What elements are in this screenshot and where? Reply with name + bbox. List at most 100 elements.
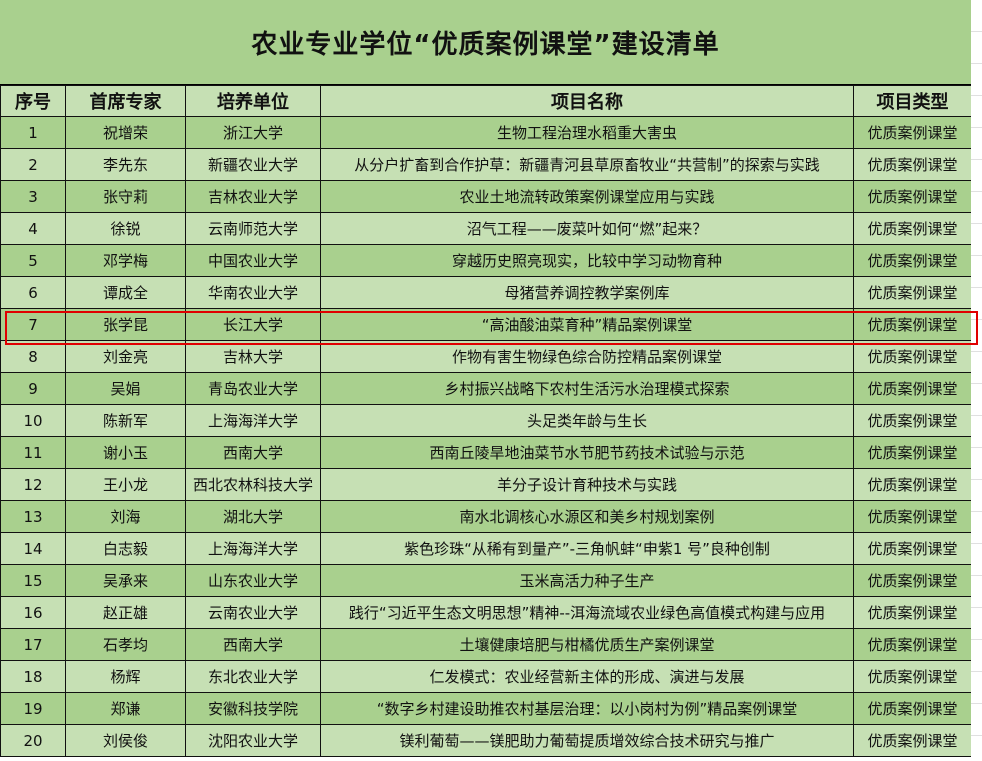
cell-project[interactable]: 乡村振兴战略下农村生活污水治理模式探索 xyxy=(320,372,854,405)
cell-project[interactable]: 作物有害生物绿色综合防控精品案例课堂 xyxy=(320,340,854,373)
cell-project[interactable]: 玉米高活力种子生产 xyxy=(320,564,854,597)
cell-index[interactable]: 17 xyxy=(0,628,66,661)
cell-type[interactable]: 优质案例课堂 xyxy=(853,244,972,277)
cell-index[interactable]: 15 xyxy=(0,564,66,597)
cell-index[interactable]: 5 xyxy=(0,244,66,277)
cell-index[interactable]: 7 xyxy=(0,308,66,341)
cell-type[interactable]: 优质案例课堂 xyxy=(853,500,972,533)
cell-type[interactable]: 优质案例课堂 xyxy=(853,692,972,725)
cell-type[interactable]: 优质案例课堂 xyxy=(853,372,972,405)
cell-expert[interactable]: 吴承来 xyxy=(65,564,186,597)
cell-index[interactable]: 19 xyxy=(0,692,66,725)
cell-expert[interactable]: 刘金亮 xyxy=(65,340,186,373)
cell-expert[interactable]: 祝增荣 xyxy=(65,116,186,149)
cell-unit[interactable]: 安徽科技学院 xyxy=(185,692,321,725)
cell-expert[interactable]: 王小龙 xyxy=(65,468,186,501)
cell-index[interactable]: 9 xyxy=(0,372,66,405)
cell-type[interactable]: 优质案例课堂 xyxy=(853,724,972,757)
cell-type[interactable]: 优质案例课堂 xyxy=(853,212,972,245)
cell-type[interactable]: 优质案例课堂 xyxy=(853,596,972,629)
cell-unit[interactable]: 沈阳农业大学 xyxy=(185,724,321,757)
header-index[interactable]: 序号 xyxy=(0,85,66,117)
cell-unit[interactable]: 吉林农业大学 xyxy=(185,180,321,213)
cell-index[interactable]: 18 xyxy=(0,660,66,693)
cell-unit[interactable]: 长江大学 xyxy=(185,308,321,341)
cell-type[interactable]: 优质案例课堂 xyxy=(853,532,972,565)
cell-expert[interactable]: 杨辉 xyxy=(65,660,186,693)
cell-index[interactable]: 4 xyxy=(0,212,66,245)
cell-index[interactable]: 3 xyxy=(0,180,66,213)
cell-project[interactable]: 践行“习近平生态文明思想”精神--洱海流域农业绿色高值模式构建与应用 xyxy=(320,596,854,629)
cell-unit[interactable]: 湖北大学 xyxy=(185,500,321,533)
cell-index[interactable]: 1 xyxy=(0,116,66,149)
cell-project[interactable]: 土壤健康培肥与柑橘优质生产案例课堂 xyxy=(320,628,854,661)
cell-project[interactable]: 西南丘陵旱地油菜节水节肥节药技术试验与示范 xyxy=(320,436,854,469)
cell-type[interactable]: 优质案例课堂 xyxy=(853,564,972,597)
cell-index[interactable]: 2 xyxy=(0,148,66,181)
cell-unit[interactable]: 云南师范大学 xyxy=(185,212,321,245)
cell-index[interactable]: 12 xyxy=(0,468,66,501)
cell-unit[interactable]: 东北农业大学 xyxy=(185,660,321,693)
cell-index[interactable]: 10 xyxy=(0,404,66,437)
cell-expert[interactable]: 白志毅 xyxy=(65,532,186,565)
cell-project[interactable]: 南水北调核心水源区和美乡村规划案例 xyxy=(320,500,854,533)
cell-expert[interactable]: 谢小玉 xyxy=(65,436,186,469)
cell-unit[interactable]: 西南大学 xyxy=(185,436,321,469)
cell-index[interactable]: 13 xyxy=(0,500,66,533)
cell-unit[interactable]: 浙江大学 xyxy=(185,116,321,149)
cell-unit[interactable]: 西南大学 xyxy=(185,628,321,661)
cell-unit[interactable]: 上海海洋大学 xyxy=(185,532,321,565)
cell-expert[interactable]: 张守莉 xyxy=(65,180,186,213)
cell-project[interactable]: 镁利葡萄——镁肥助力葡萄提质增效综合技术研究与推广 xyxy=(320,724,854,757)
cell-expert[interactable]: 李先东 xyxy=(65,148,186,181)
header-type[interactable]: 项目类型 xyxy=(853,85,972,117)
cell-type[interactable]: 优质案例课堂 xyxy=(853,340,972,373)
header-project[interactable]: 项目名称 xyxy=(320,85,854,117)
cell-index[interactable]: 11 xyxy=(0,436,66,469)
cell-project[interactable]: 穿越历史照亮现实，比较中学习动物育种 xyxy=(320,244,854,277)
cell-index[interactable]: 16 xyxy=(0,596,66,629)
cell-project[interactable]: 紫色珍珠“从稀有到量产”-三角帆蚌“申紫1 号”良种创制 xyxy=(320,532,854,565)
cell-index[interactable]: 8 xyxy=(0,340,66,373)
cell-type[interactable]: 优质案例课堂 xyxy=(853,628,972,661)
cell-unit[interactable]: 上海海洋大学 xyxy=(185,404,321,437)
cell-index[interactable]: 14 xyxy=(0,532,66,565)
cell-index[interactable]: 6 xyxy=(0,276,66,309)
cell-project[interactable]: 农业土地流转政策案例课堂应用与实践 xyxy=(320,180,854,213)
cell-expert[interactable]: 石孝均 xyxy=(65,628,186,661)
cell-expert[interactable]: 张学昆 xyxy=(65,308,186,341)
cell-project[interactable]: “数字乡村建设助推农村基层治理：以小岗村为例”精品案例课堂 xyxy=(320,692,854,725)
cell-unit[interactable]: 新疆农业大学 xyxy=(185,148,321,181)
cell-type[interactable]: 优质案例课堂 xyxy=(853,404,972,437)
cell-expert[interactable]: 刘侯俊 xyxy=(65,724,186,757)
cell-type[interactable]: 优质案例课堂 xyxy=(853,660,972,693)
cell-type[interactable]: 优质案例课堂 xyxy=(853,308,972,341)
cell-unit[interactable]: 云南农业大学 xyxy=(185,596,321,629)
cell-expert[interactable]: 邓学梅 xyxy=(65,244,186,277)
cell-project[interactable]: 沼气工程——废菜叶如何“燃”起来？ xyxy=(320,212,854,245)
cell-project[interactable]: 从分户扩畜到合作护草：新疆青河县草原畜牧业“共营制”的探索与实践 xyxy=(320,148,854,181)
cell-index[interactable]: 20 xyxy=(0,724,66,757)
cell-expert[interactable]: 吴娟 xyxy=(65,372,186,405)
cell-unit[interactable]: 中国农业大学 xyxy=(185,244,321,277)
cell-type[interactable]: 优质案例课堂 xyxy=(853,276,972,309)
cell-type[interactable]: 优质案例课堂 xyxy=(853,436,972,469)
cell-unit[interactable]: 西北农林科技大学 xyxy=(185,468,321,501)
cell-project[interactable]: 头足类年龄与生长 xyxy=(320,404,854,437)
cell-expert[interactable]: 刘海 xyxy=(65,500,186,533)
cell-expert[interactable]: 徐锐 xyxy=(65,212,186,245)
cell-type[interactable]: 优质案例课堂 xyxy=(853,116,972,149)
header-expert[interactable]: 首席专家 xyxy=(65,85,186,117)
cell-type[interactable]: 优质案例课堂 xyxy=(853,180,972,213)
cell-unit[interactable]: 华南农业大学 xyxy=(185,276,321,309)
cell-project[interactable]: 母猪营养调控教学案例库 xyxy=(320,276,854,309)
cell-unit[interactable]: 青岛农业大学 xyxy=(185,372,321,405)
cell-unit[interactable]: 山东农业大学 xyxy=(185,564,321,597)
cell-type[interactable]: 优质案例课堂 xyxy=(853,148,972,181)
cell-unit[interactable]: 吉林大学 xyxy=(185,340,321,373)
cell-expert[interactable]: 谭成全 xyxy=(65,276,186,309)
cell-expert[interactable]: 赵正雄 xyxy=(65,596,186,629)
cell-type[interactable]: 优质案例课堂 xyxy=(853,468,972,501)
cell-project[interactable]: “高油酸油菜育种”精品案例课堂 xyxy=(320,308,854,341)
cell-expert[interactable]: 陈新军 xyxy=(65,404,186,437)
